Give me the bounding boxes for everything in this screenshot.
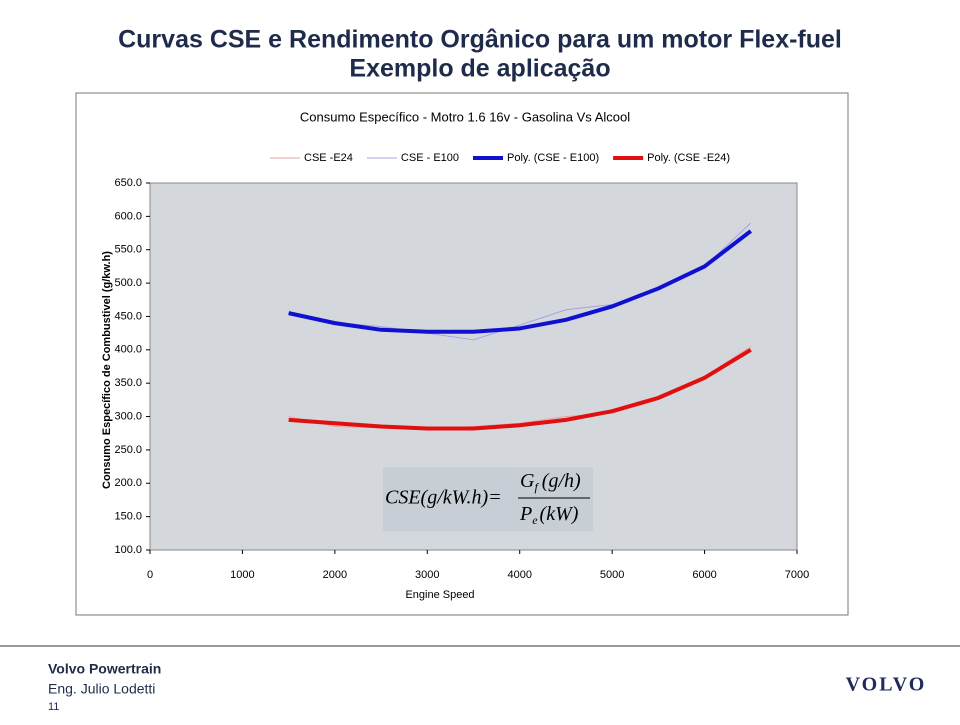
y-tick-label: 600.0 <box>114 210 142 222</box>
series-line <box>288 348 752 431</box>
x-tick-label: 2000 <box>323 569 347 581</box>
legend-label: Poly. (CSE - E100) <box>507 152 599 164</box>
formula-lhs: CSE(g/kW.h)= <box>385 487 502 509</box>
footer-company: Volvo Powertrain <box>48 661 161 677</box>
unit: (g/h) <box>542 470 581 492</box>
y-tick-label: 650.0 <box>114 177 142 189</box>
unit: (kW) <box>540 503 579 525</box>
legend-label: Poly. (CSE -E24) <box>647 152 730 164</box>
x-tick-label: 0 <box>147 569 153 581</box>
y-tick-label: 300.0 <box>114 410 142 422</box>
y-tick-label: 150.0 <box>114 511 142 523</box>
x-axis-label: Engine Speed <box>405 589 474 601</box>
y-axis-label: Consumo Específico de Combustivel (g/kw.… <box>101 251 113 489</box>
x-tick-label: 5000 <box>600 569 624 581</box>
page-number: 11 <box>48 701 59 713</box>
x-tick-label: 6000 <box>692 569 716 581</box>
legend-label: CSE -E24 <box>304 152 353 164</box>
sym: G <box>520 470 535 492</box>
sym: P <box>519 503 532 525</box>
slide-subtitle: Exemplo de aplicação <box>349 55 610 83</box>
y-tick-label: 350.0 <box>114 377 142 389</box>
sub: e <box>532 513 538 527</box>
logo: VOLVO <box>846 674 927 696</box>
y-tick-label: 200.0 <box>114 477 142 489</box>
legend-label: CSE - E100 <box>401 152 459 164</box>
y-tick-label: 500.0 <box>114 277 142 289</box>
formula: CSE(g/kW.h)= Gf (g/h) Pe (kW) <box>385 470 590 527</box>
y-tick-label: 250.0 <box>114 444 142 456</box>
formula-box <box>383 467 593 531</box>
series-line <box>288 229 753 334</box>
chart-title: Consumo Específico - Motro 1.6 16v - Gas… <box>300 109 630 124</box>
x-tick-label: 3000 <box>415 569 439 581</box>
sub: f <box>534 480 539 494</box>
formula-den: Pe (kW) <box>519 503 579 527</box>
x-tick-label: 7000 <box>785 569 809 581</box>
y-tick-label: 100.0 <box>114 544 142 556</box>
footer-author: Eng. Julio Lodetti <box>48 681 155 697</box>
x-tick-label: 1000 <box>230 569 254 581</box>
x-tick-label: 4000 <box>507 569 531 581</box>
slide-title: Curvas CSE e Rendimento Orgânico para um… <box>118 26 842 54</box>
y-tick-label: 550.0 <box>114 244 142 256</box>
y-tick-label: 450.0 <box>114 310 142 322</box>
formula-num: Gf (g/h) <box>520 470 581 494</box>
y-tick-label: 400.0 <box>114 344 142 356</box>
